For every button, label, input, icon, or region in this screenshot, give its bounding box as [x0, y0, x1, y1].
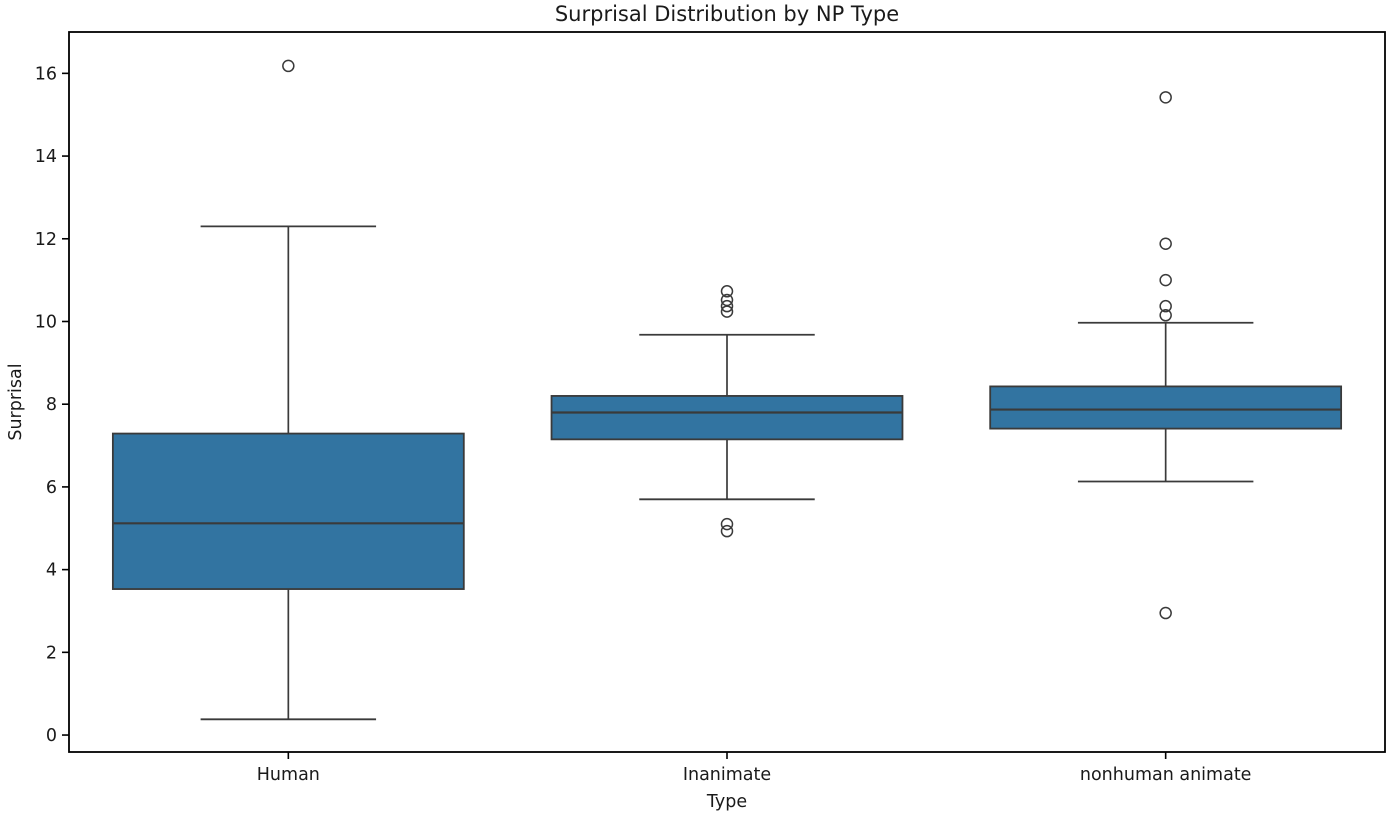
outlier-point: [1159, 237, 1172, 250]
outlier-point: [720, 524, 734, 538]
outlier-point: [282, 59, 295, 73]
outlier-point: [1159, 606, 1172, 620]
outlier-point: [720, 299, 734, 313]
y-tick-label: 6: [46, 478, 57, 498]
outlier-point: [1159, 299, 1172, 313]
y-tick-label: 2: [46, 643, 57, 663]
y-tick-label: 12: [35, 230, 57, 250]
y-tick-label: 0: [46, 726, 57, 746]
outlier-point: [1159, 91, 1172, 104]
x-axis-label: Type: [706, 792, 748, 812]
y-tick-label: 4: [46, 561, 57, 581]
outlier-point: [720, 293, 734, 307]
x-tick-label: nonhuman animate: [1080, 765, 1252, 785]
box: [550, 395, 904, 441]
axes-frame: [68, 31, 1386, 753]
y-tick-label: 16: [35, 64, 57, 84]
outlier-point: [1159, 273, 1172, 287]
outlier-point: [720, 517, 734, 531]
outlier-point: [1159, 309, 1172, 322]
chart-title: Surprisal Distribution by NP Type: [554, 2, 900, 26]
box: [111, 432, 465, 590]
x-tick-label: Inanimate: [683, 765, 771, 785]
box: [989, 385, 1343, 430]
y-tick-label: 14: [35, 147, 57, 167]
y-tick-label: 10: [35, 312, 57, 332]
x-tick-label: Human: [257, 765, 320, 785]
outlier-point: [720, 285, 734, 298]
y-tick-label: 8: [46, 395, 57, 415]
